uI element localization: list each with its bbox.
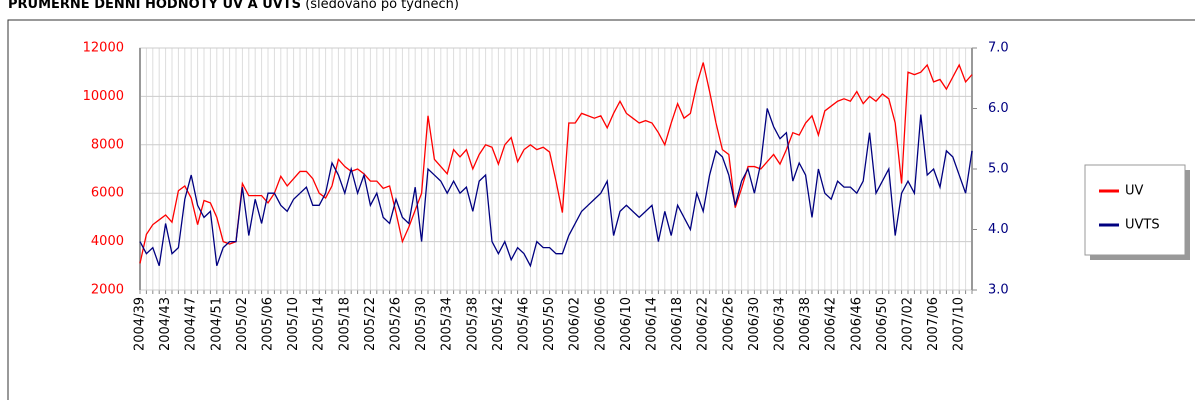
x-tick-label: 2005/14 — [312, 297, 327, 351]
x-tick-label: 2005/26 — [389, 297, 404, 351]
x-tick-label: 2005/46 — [517, 297, 532, 351]
x-tick-label: 2006/34 — [773, 297, 788, 351]
y-tick-label: 6000 — [91, 186, 124, 201]
x-tick-label: 2005/42 — [491, 297, 506, 351]
y2-tick-label: 6.0 — [988, 101, 1009, 116]
x-tick-label: 2005/30 — [414, 297, 429, 351]
x-tick-label: 2005/18 — [337, 297, 352, 351]
x-tick-label: 2004/43 — [158, 297, 173, 351]
series-line — [139, 108, 973, 268]
x-tick-label: 2006/02 — [568, 297, 583, 351]
y-tick-label: 8000 — [91, 137, 124, 152]
legend — [1084, 164, 1186, 256]
y-tick-label: 4000 — [91, 234, 124, 249]
frame — [7, 19, 1195, 400]
header: PRŮMĚRNÉ DENNÍ HODNOTY UV A UVTS (sledov… — [8, 0, 459, 12]
y2-tick-label: 5.0 — [988, 162, 1009, 177]
y2-tick-label: 4.0 — [988, 222, 1009, 237]
x-tick-label: 2005/38 — [465, 297, 480, 351]
x-tick-label: 2006/10 — [619, 297, 634, 351]
x-tick-label: 2007/10 — [952, 297, 967, 351]
x-tick-label: 2006/22 — [696, 297, 711, 351]
x-tick-label: 2004/47 — [184, 297, 199, 351]
x-tick-label: 2005/34 — [440, 297, 455, 351]
series-line — [139, 62, 973, 264]
x-tick-label: 2005/02 — [235, 297, 250, 351]
x-tick-label: 2005/50 — [542, 297, 557, 351]
x-tick-label: 2006/38 — [798, 297, 813, 351]
legend-label: UV — [1125, 184, 1144, 199]
x-tick-label: 2005/06 — [261, 297, 276, 351]
x-tick-label: 2006/18 — [670, 297, 685, 351]
x-tick-label: 2005/10 — [286, 297, 301, 351]
x-tick-label: 2007/06 — [926, 297, 941, 351]
y-tick-label: 2000 — [91, 283, 124, 298]
x-tick-label: 2006/46 — [849, 297, 864, 351]
x-tick-label: 2006/06 — [593, 297, 608, 351]
x-tick-label: 2006/26 — [721, 297, 736, 351]
y2-tick-label: 7.0 — [988, 41, 1009, 56]
chart-subtitle: (sledováno po týdnech) — [305, 0, 459, 12]
x-tick-label: 2005/22 — [363, 297, 378, 351]
x-tick-label: 2007/02 — [901, 297, 916, 351]
x-tick-label: 2006/14 — [645, 297, 660, 351]
x-tick-label: 2004/39 — [133, 297, 148, 351]
chart-title: PRŮMĚRNÉ DENNÍ HODNOTY UV A UVTS — [8, 0, 302, 12]
y-tick-label: 10000 — [83, 89, 124, 104]
y-tick-label: 12000 — [83, 41, 124, 56]
legend-label: UVTS — [1125, 218, 1160, 233]
y2-tick-label: 3.0 — [988, 283, 1009, 298]
x-tick-label: 2006/50 — [875, 297, 890, 351]
x-tick-label: 2006/30 — [747, 297, 762, 351]
x-tick-label: 2006/42 — [824, 297, 839, 351]
x-tick-label: 2004/51 — [209, 297, 224, 351]
